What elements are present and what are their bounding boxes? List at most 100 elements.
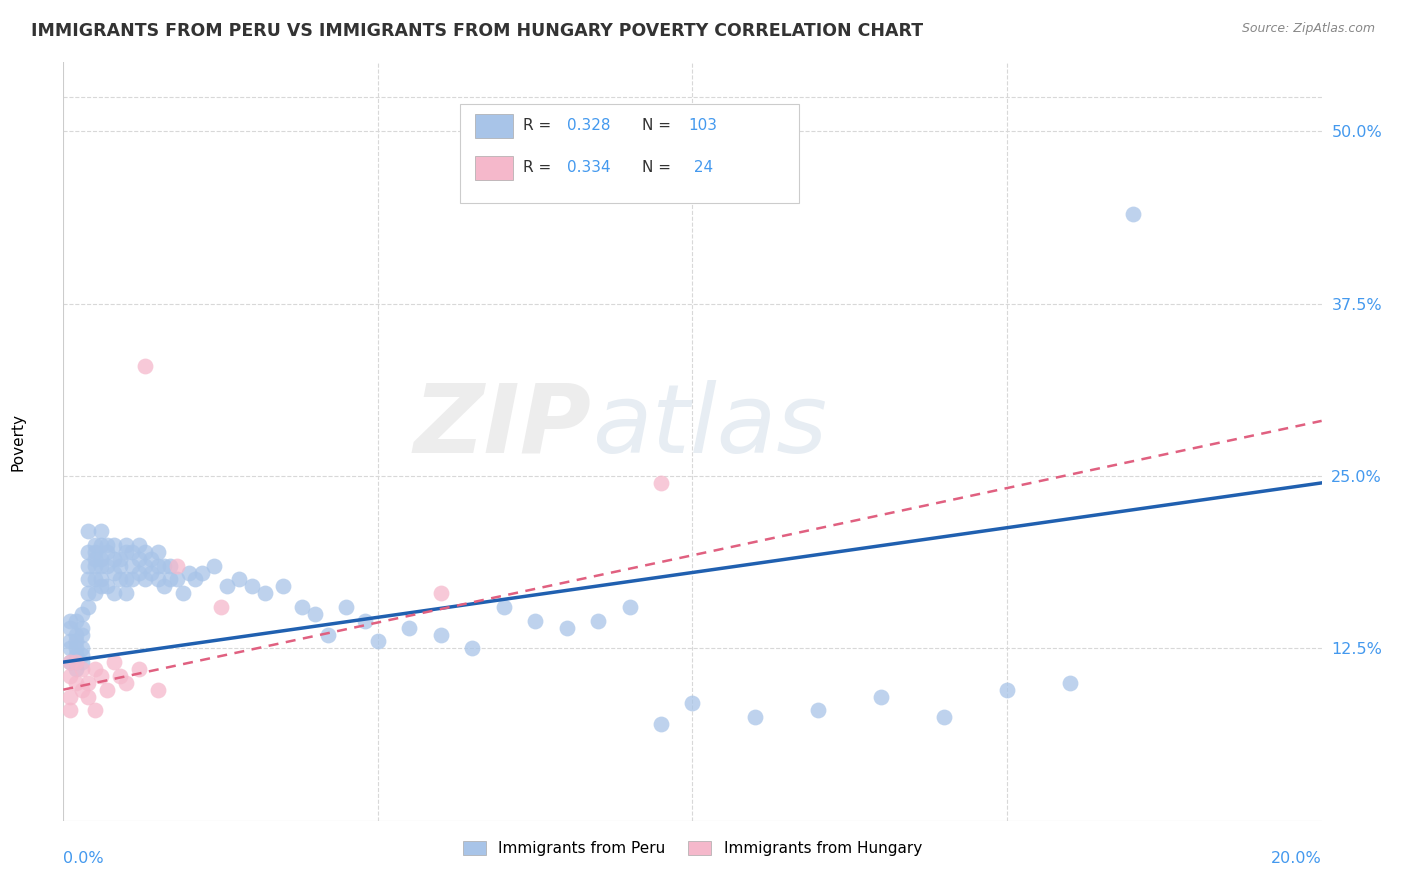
Point <box>90 669 112 683</box>
Point <box>177 566 200 580</box>
Point <box>96 558 118 573</box>
Point <box>202 558 225 573</box>
Point <box>253 586 276 600</box>
Point <box>77 675 100 690</box>
Point <box>141 551 163 566</box>
Point <box>90 573 112 587</box>
Point <box>146 573 169 587</box>
Point <box>215 579 238 593</box>
Point <box>108 669 131 683</box>
Text: ZIP: ZIP <box>413 380 592 473</box>
Point <box>316 627 339 641</box>
Point <box>103 586 125 600</box>
Text: Poverty: Poverty <box>10 412 25 471</box>
Point <box>209 599 232 614</box>
Point <box>103 551 125 566</box>
Point <box>103 566 125 580</box>
Point <box>134 545 156 559</box>
Text: 0.334: 0.334 <box>567 160 610 175</box>
Point <box>650 717 672 731</box>
Point <box>58 655 80 669</box>
Point <box>65 634 87 648</box>
Point <box>90 538 112 552</box>
Point <box>934 710 956 724</box>
Point <box>1122 207 1144 221</box>
Point <box>58 614 80 628</box>
Point <box>134 359 156 373</box>
Point <box>108 551 131 566</box>
Point <box>70 607 93 621</box>
Text: 103: 103 <box>689 118 717 133</box>
Point <box>103 655 125 669</box>
Point <box>153 558 176 573</box>
Point <box>70 641 93 656</box>
Text: 24: 24 <box>689 160 713 175</box>
Point <box>90 558 112 573</box>
Point <box>65 614 87 628</box>
Point <box>58 655 80 669</box>
Point <box>77 599 100 614</box>
Point <box>96 682 118 697</box>
Point <box>461 641 484 656</box>
Bar <box>475 156 513 180</box>
Point <box>650 475 672 490</box>
Point <box>108 573 131 587</box>
Point <box>70 627 93 641</box>
Point <box>90 579 112 593</box>
Point <box>335 599 357 614</box>
Point <box>492 599 515 614</box>
Text: IMMIGRANTS FROM PERU VS IMMIGRANTS FROM HUNGARY POVERTY CORRELATION CHART: IMMIGRANTS FROM PERU VS IMMIGRANTS FROM … <box>31 22 924 40</box>
Point <box>58 669 80 683</box>
Point <box>121 558 143 573</box>
Point <box>70 621 93 635</box>
Point <box>90 551 112 566</box>
Point <box>128 662 150 676</box>
Point <box>134 558 156 573</box>
Point <box>172 586 194 600</box>
Point <box>524 614 547 628</box>
Point <box>995 682 1018 697</box>
Point <box>354 614 377 628</box>
Point <box>153 579 176 593</box>
Point <box>83 538 105 552</box>
Point <box>77 573 100 587</box>
Point <box>83 703 105 717</box>
Point <box>870 690 893 704</box>
Point <box>65 675 87 690</box>
Point <box>77 586 100 600</box>
Point <box>108 558 131 573</box>
Text: R =: R = <box>523 118 555 133</box>
Point <box>619 599 641 614</box>
Point <box>128 538 150 552</box>
Point <box>58 703 80 717</box>
Text: Source: ZipAtlas.com: Source: ZipAtlas.com <box>1241 22 1375 36</box>
Point <box>70 682 93 697</box>
Point <box>190 566 212 580</box>
Point <box>128 551 150 566</box>
Text: atlas: atlas <box>592 380 827 473</box>
Point <box>115 538 138 552</box>
Point <box>83 551 105 566</box>
Point <box>96 579 118 593</box>
Point <box>146 558 169 573</box>
Text: 0.328: 0.328 <box>567 118 610 133</box>
Text: R =: R = <box>523 160 555 175</box>
Point <box>807 703 830 717</box>
Point <box>586 614 609 628</box>
Point <box>1059 675 1081 690</box>
Point <box>115 586 138 600</box>
Point <box>58 690 80 704</box>
Point <box>58 641 80 656</box>
Point <box>58 634 80 648</box>
Point <box>430 627 453 641</box>
Point <box>115 573 138 587</box>
Point <box>83 662 105 676</box>
Bar <box>475 114 513 138</box>
Point <box>96 538 118 552</box>
Point <box>83 545 105 559</box>
Text: 0.0%: 0.0% <box>63 851 104 866</box>
Point <box>77 545 100 559</box>
Point <box>77 558 100 573</box>
Point <box>65 648 87 663</box>
Point <box>291 599 314 614</box>
